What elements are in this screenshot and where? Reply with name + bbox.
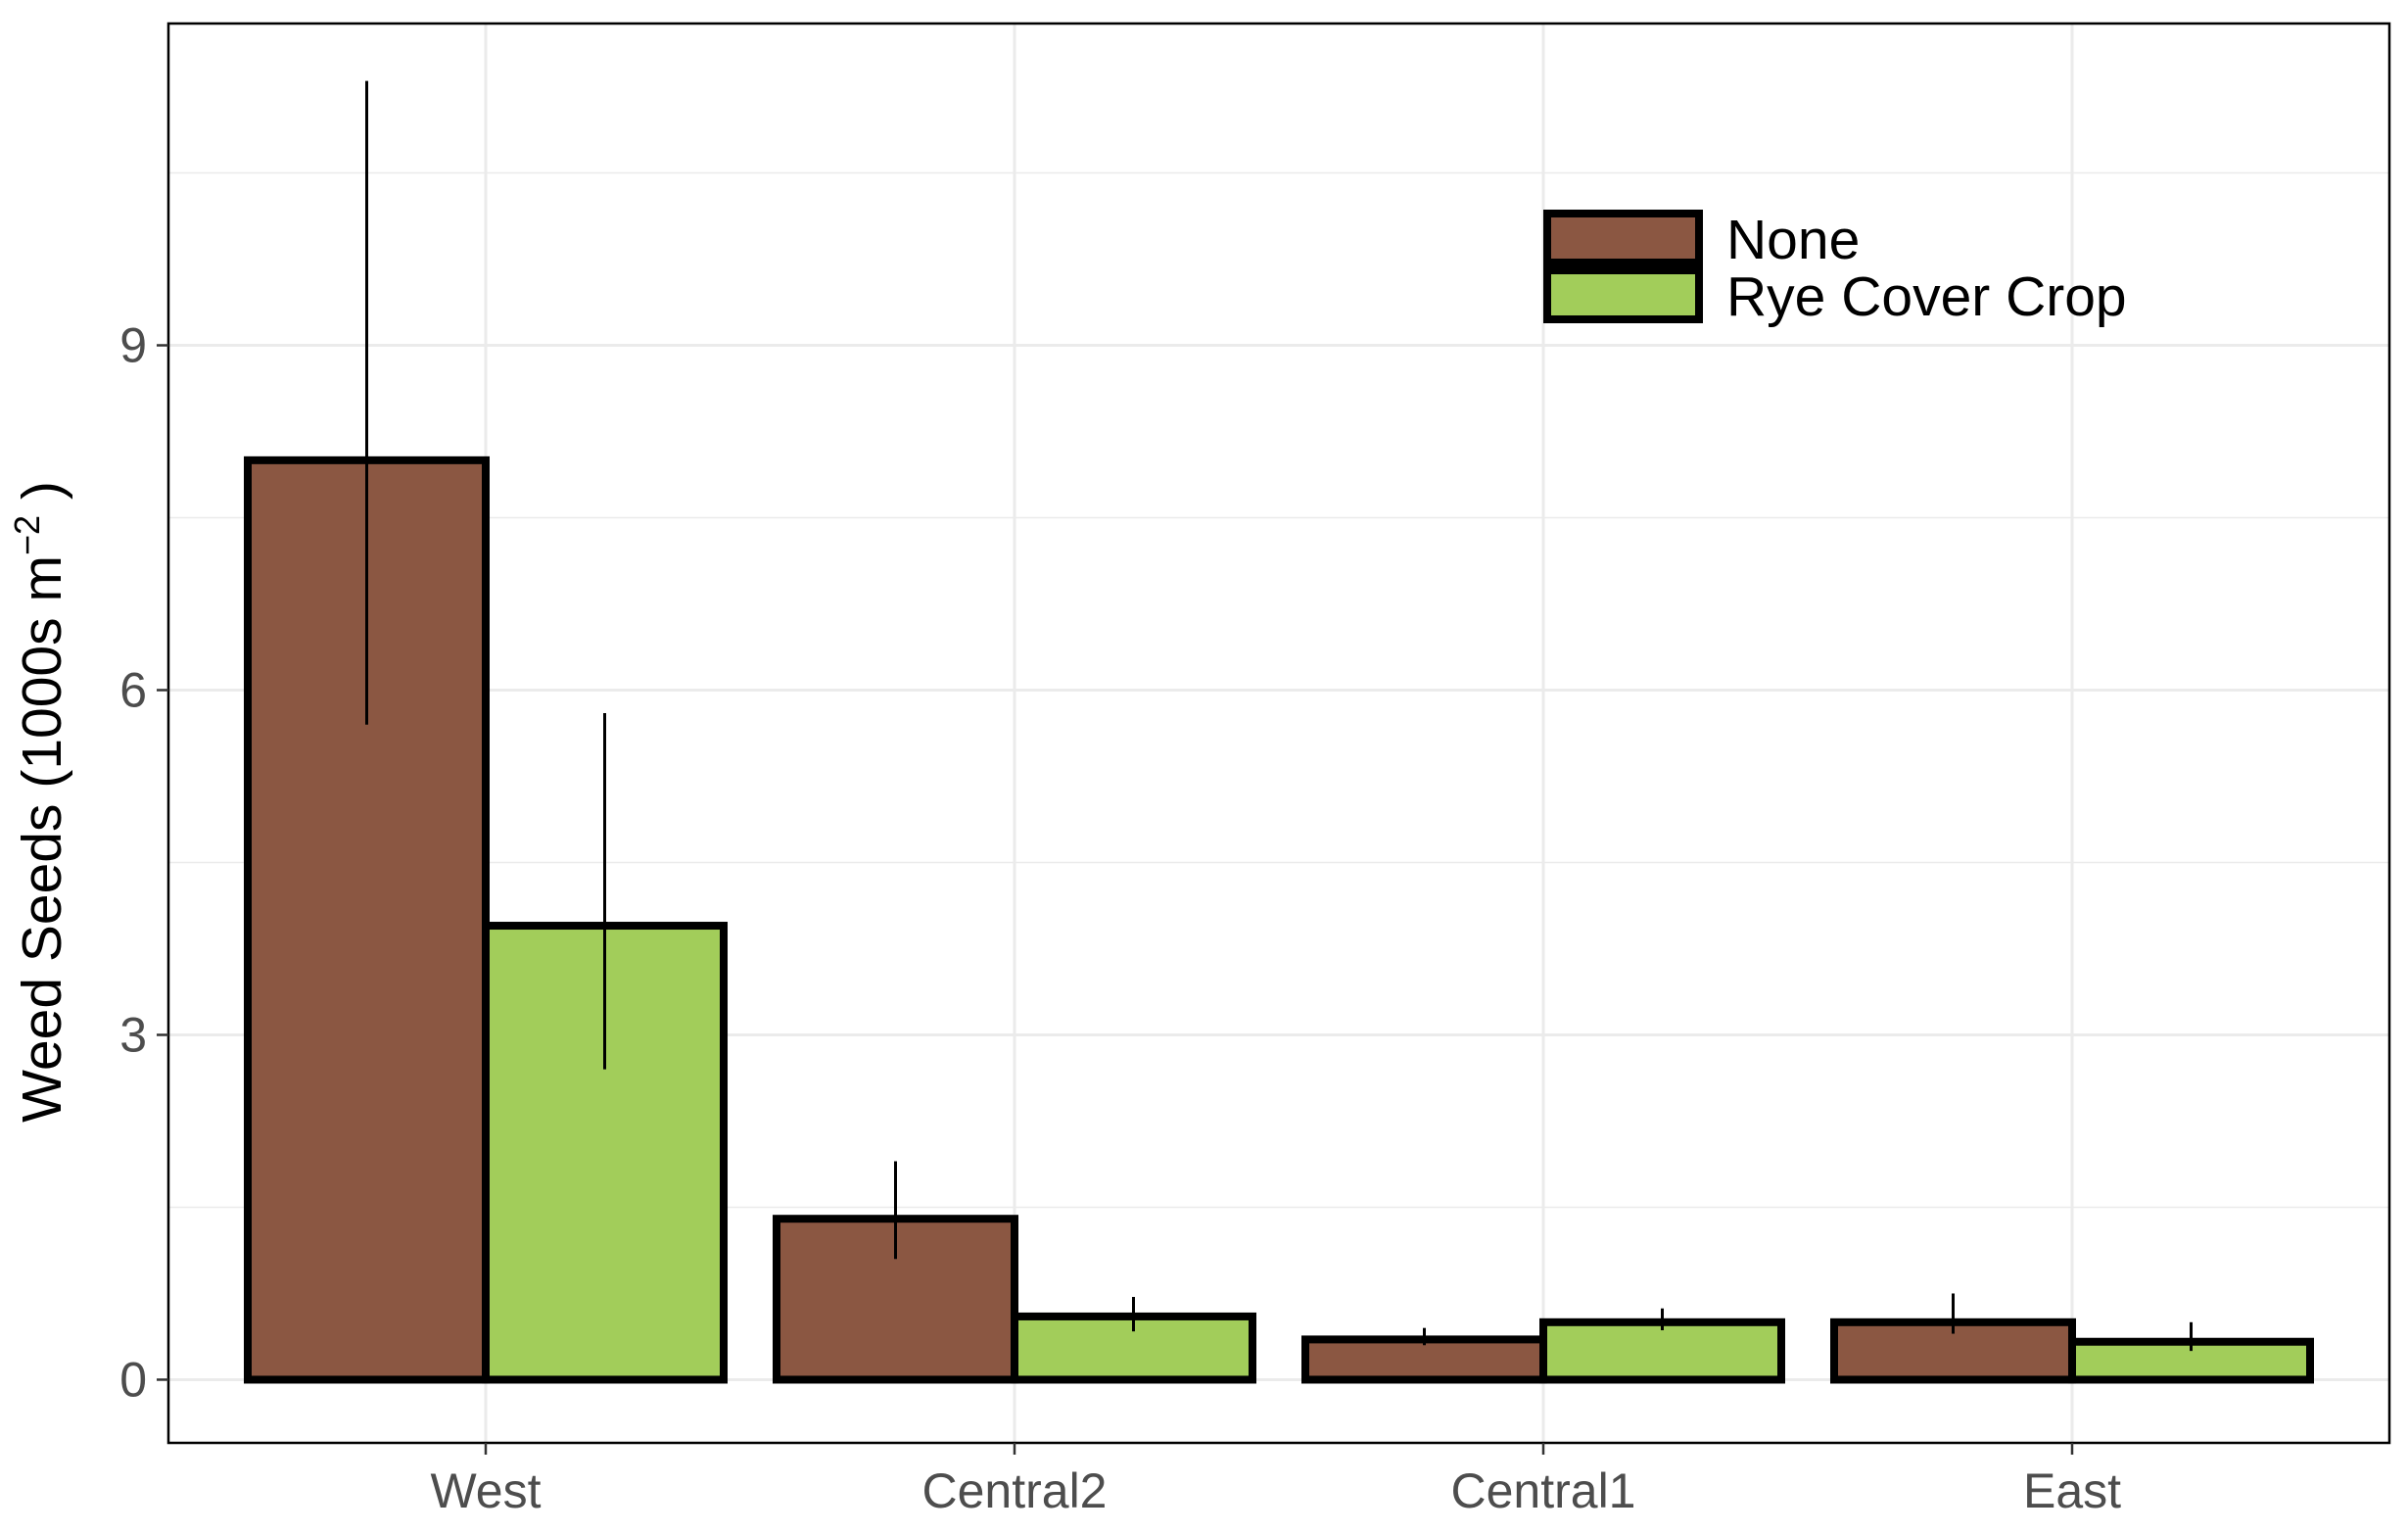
y-axis-title-superscript: −2	[7, 515, 47, 555]
x-tick-label-central2: Central2	[922, 1463, 1108, 1518]
legend-key-none	[1543, 210, 1703, 266]
y-tick-label: 6	[119, 663, 147, 718]
bar-central1-none	[1301, 1335, 1547, 1384]
x-tick-label-central1: Central1	[1451, 1463, 1636, 1518]
x-tick-label-east: East	[2023, 1463, 2121, 1518]
bar-central1-rye-cover-crop	[1539, 1317, 1785, 1384]
legend-label-rye-cover-crop: Rye Cover Crop	[1726, 265, 2127, 328]
x-tick-label-west: West	[431, 1463, 542, 1518]
y-axis-ticks: 0 3 6 9	[119, 318, 168, 1407]
error-bars	[365, 80, 2193, 1352]
x-axis-ticks: West Central2 Central1 East	[431, 1443, 2121, 1518]
y-axis-title: Weed Seeds (1000s m−2 )	[7, 481, 73, 1123]
y-tick-label: 3	[119, 1007, 147, 1062]
y-axis-title-main: Weed Seeds (1000s m	[11, 555, 73, 1123]
y-axis-title-close: )	[11, 481, 73, 515]
legend-label-none: None	[1726, 209, 1860, 271]
y-tick-label: 9	[119, 318, 147, 373]
legend: None Rye Cover Crop	[1543, 209, 2127, 328]
legend-key-rye-cover-crop	[1543, 266, 1703, 323]
panel-border	[166, 22, 2391, 1445]
y-tick-label: 0	[119, 1352, 147, 1407]
